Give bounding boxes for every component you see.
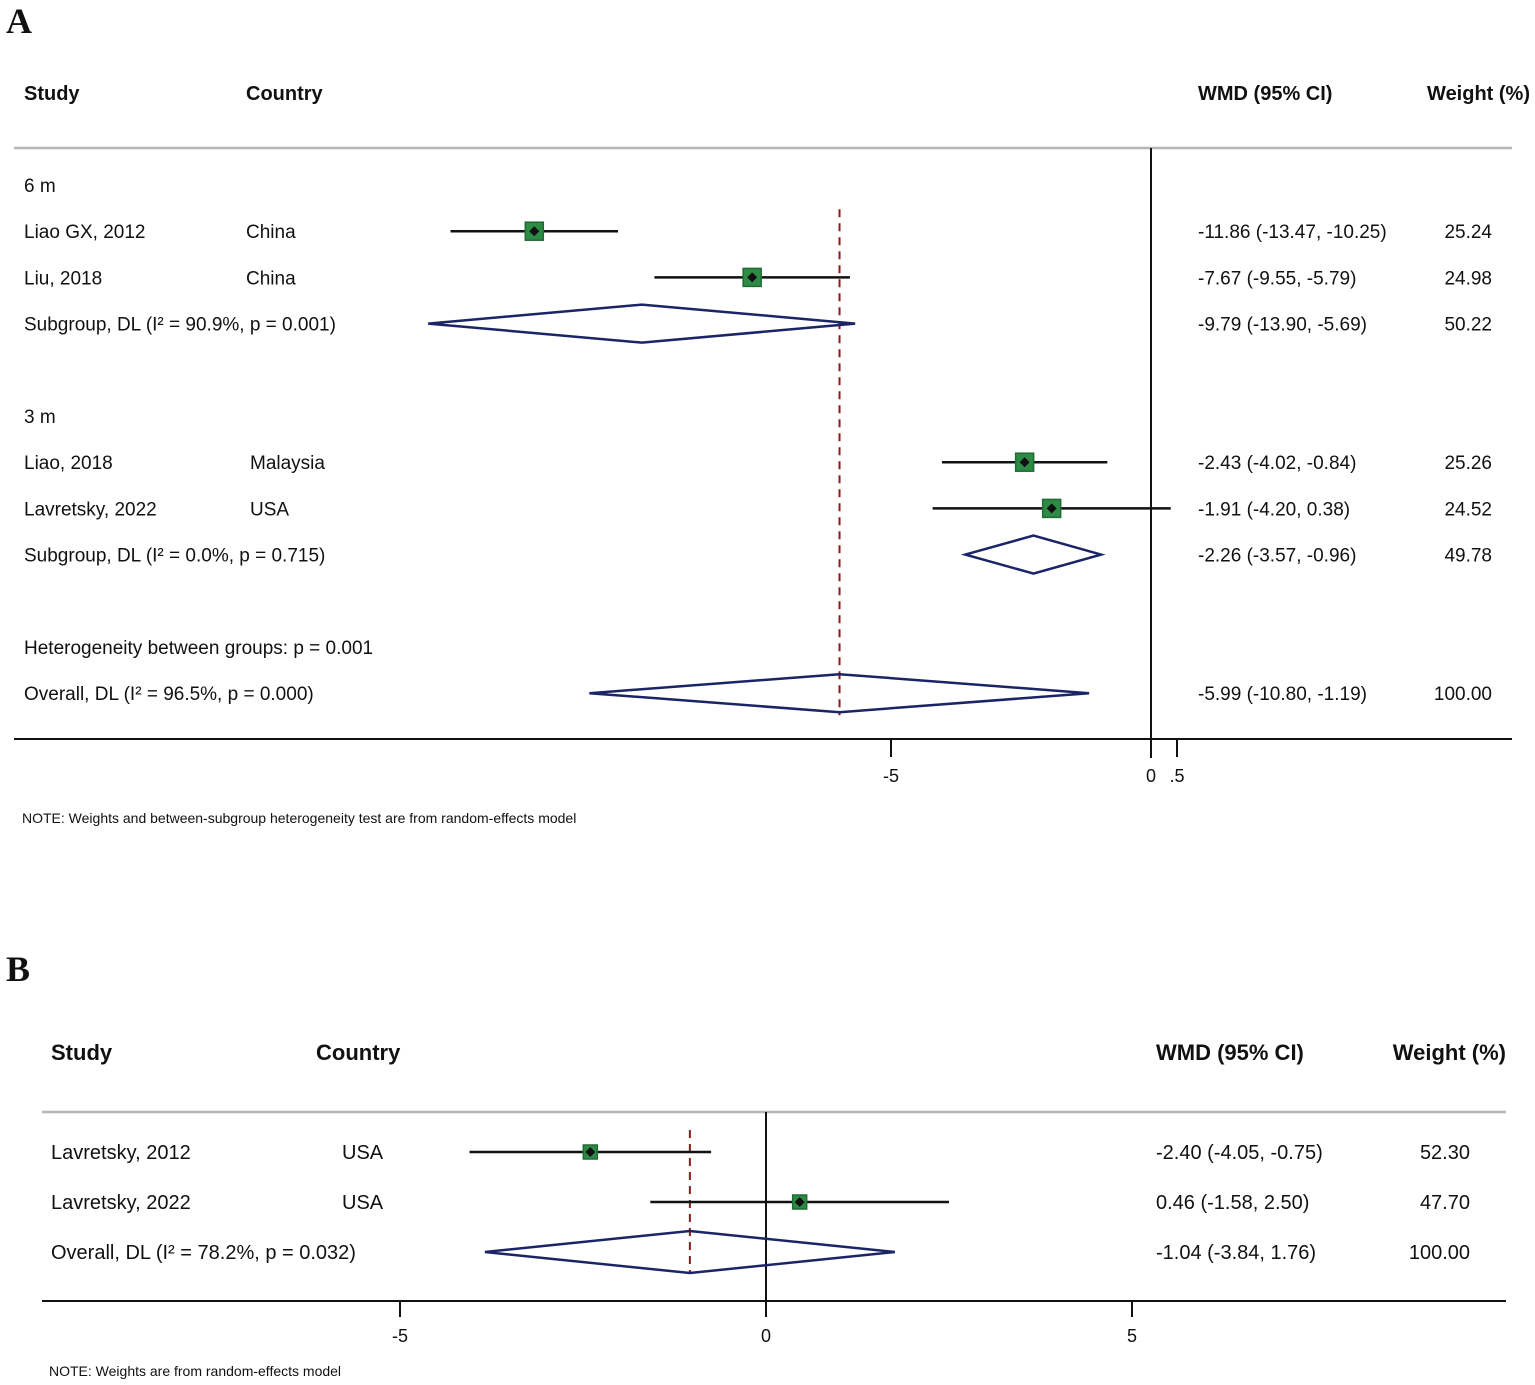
panel-b-header-weight: Weight (%) <box>1393 1040 1506 1065</box>
panel-a-overall-diamond <box>589 672 1090 714</box>
panel-a-study-name: Liao GX, 2012 <box>24 222 145 243</box>
panel-a-tick-label: -5 <box>883 766 899 786</box>
panel-a-header-effect: WMD (95% CI) <box>1198 83 1332 105</box>
panel-a-group-label: 6 m <box>24 176 56 197</box>
panel-a-study-name: Liao, 2018 <box>24 453 113 474</box>
panel-b-note: NOTE: Weights are from random-effects mo… <box>49 1363 341 1379</box>
panel-a-subgroup-diamond <box>428 303 856 344</box>
panel-a-subgroup-label: Subgroup, DL (I² = 90.9%, p = 0.001) <box>24 315 336 336</box>
panel-a-point-estimate <box>1019 457 1030 468</box>
panel-b-tick-label: 5 <box>1127 1326 1137 1346</box>
panel-a-tick-label: 0 <box>1146 766 1156 786</box>
panel-a-study-ci: -7.67 (-9.55, -5.79) <box>1198 268 1356 289</box>
panel-a-label: A <box>6 1 32 41</box>
panel-a-overall-weight: 100.00 <box>1434 684 1492 705</box>
panel-b-study-weight: 52.30 <box>1420 1142 1470 1164</box>
panel-a-subgroup-ci: -2.26 (-3.57, -0.96) <box>1198 546 1356 567</box>
panel-a-point-estimate <box>1046 503 1057 514</box>
panel-a-overall-ci: -5.99 (-10.80, -1.19) <box>1198 684 1367 705</box>
panel-b-study-country: USA <box>342 1192 384 1214</box>
panel-b-label: B <box>6 949 31 989</box>
panel-a-study-ci: -2.43 (-4.02, -0.84) <box>1198 453 1356 474</box>
panel-b-header-country: Country <box>316 1040 401 1065</box>
panel-b-overall-diamond <box>484 1229 895 1275</box>
panel-b-study-weight: 47.70 <box>1420 1192 1470 1214</box>
panel-b-tick-label: 0 <box>761 1326 771 1346</box>
panel-b-overall-ci: -1.04 (-3.84, 1.76) <box>1156 1242 1316 1264</box>
panel-a-header-weight: Weight (%) <box>1427 83 1530 105</box>
panel-a-study-weight: 25.24 <box>1444 222 1492 243</box>
panel-a-subgroup-weight: 50.22 <box>1444 315 1492 336</box>
panel-b-overall-weight: 100.00 <box>1409 1242 1470 1264</box>
panel-b-study-name: Lavretsky, 2012 <box>51 1142 191 1164</box>
panel-a-study-country: China <box>246 268 296 289</box>
panel-a-study-weight: 25.26 <box>1444 453 1492 474</box>
panel-a-subgroup-ci: -9.79 (-13.90, -5.69) <box>1198 315 1367 336</box>
panel-b-header-study: Study <box>51 1040 113 1065</box>
panel-a-study-country: China <box>246 222 296 243</box>
panel-b-overall-label: Overall, DL (I² = 78.2%, p = 0.032) <box>51 1242 356 1264</box>
panel-a-study-country: USA <box>250 499 289 520</box>
panel-a-subgroup-weight: 49.78 <box>1444 546 1492 567</box>
panel-b-study-ci: -2.40 (-4.05, -0.75) <box>1156 1142 1323 1164</box>
panel-a-study-ci: -11.86 (-13.47, -10.25) <box>1198 222 1387 243</box>
panel-a-tick-label: .5 <box>1169 766 1184 786</box>
panel-a-study-name: Liu, 2018 <box>24 268 102 289</box>
panel-a-study-weight: 24.52 <box>1444 499 1492 520</box>
panel-a-study-weight: 24.98 <box>1444 268 1492 289</box>
panel-a-study-ci: -1.91 (-4.20, 0.38) <box>1198 499 1350 520</box>
panel-a-note: NOTE: Weights and between-subgroup heter… <box>22 810 576 826</box>
panel-a-group-label: 3 m <box>24 407 56 428</box>
panel-b-study-country: USA <box>342 1142 384 1164</box>
panel-b-point-estimate <box>794 1197 805 1207</box>
panel-a-point-estimate <box>747 272 758 283</box>
panel-b-tick-label: -5 <box>392 1326 408 1346</box>
panel-a-heterogeneity-text: Heterogeneity between groups: p = 0.001 <box>24 638 373 659</box>
panel-b-study-name: Lavretsky, 2022 <box>51 1192 191 1214</box>
panel-a-header-country: Country <box>246 83 324 105</box>
panel-a-header-study: Study <box>24 83 80 105</box>
panel-a-point-estimate <box>529 226 540 237</box>
panel-b-header-effect: WMD (95% CI) <box>1156 1040 1304 1065</box>
panel-a-study-name: Lavretsky, 2022 <box>24 499 157 520</box>
panel-a-subgroup-label: Subgroup, DL (I² = 0.0%, p = 0.715) <box>24 546 325 567</box>
panel-b-study-ci: 0.46 (-1.58, 2.50) <box>1156 1192 1309 1214</box>
panel-a-subgroup-diamond <box>960 534 1106 575</box>
panel-a-study-country: Malaysia <box>250 453 325 474</box>
panel-b-point-estimate <box>585 1147 596 1157</box>
panel-a-overall-label: Overall, DL (I² = 96.5%, p = 0.000) <box>24 684 314 705</box>
